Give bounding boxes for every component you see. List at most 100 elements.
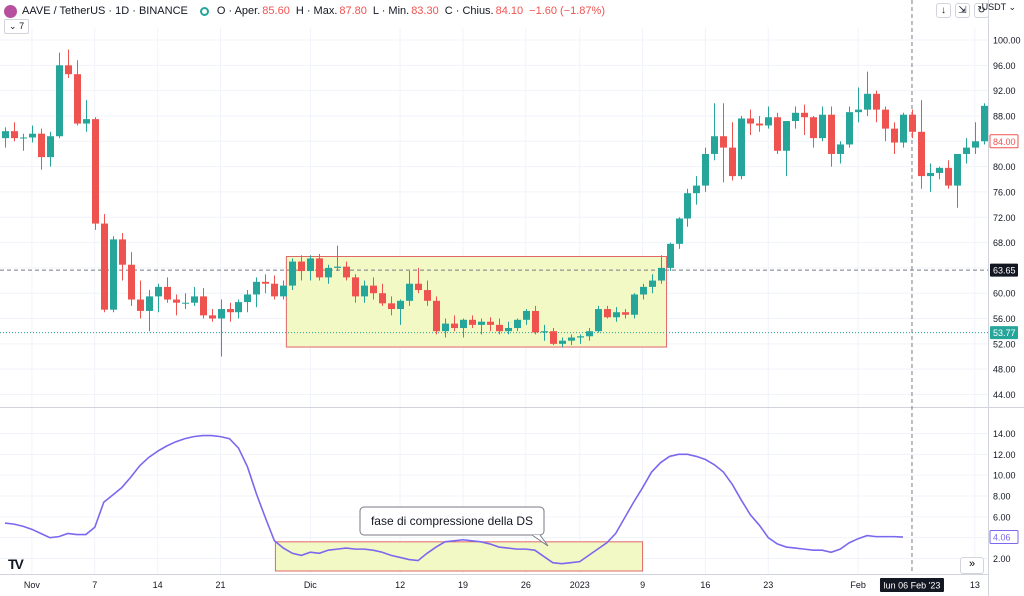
candle[interactable] xyxy=(604,305,611,319)
candle[interactable] xyxy=(586,328,593,341)
candle[interactable] xyxy=(801,104,808,135)
candle[interactable] xyxy=(900,112,907,148)
candle[interactable] xyxy=(298,255,305,281)
candle[interactable] xyxy=(209,309,216,322)
candle[interactable] xyxy=(478,318,485,335)
candle[interactable] xyxy=(954,153,961,208)
candle[interactable] xyxy=(325,264,332,284)
candle[interactable] xyxy=(235,299,242,319)
candle[interactable] xyxy=(253,277,260,308)
candle[interactable] xyxy=(137,280,144,319)
candle[interactable] xyxy=(2,127,9,148)
candle[interactable] xyxy=(343,261,350,281)
candle[interactable] xyxy=(496,318,503,335)
candle[interactable] xyxy=(864,71,871,116)
candle[interactable] xyxy=(828,106,835,167)
candle[interactable] xyxy=(110,236,117,313)
candle[interactable] xyxy=(56,52,63,139)
scroll-to-realtime-button[interactable]: » xyxy=(960,557,984,574)
candle[interactable] xyxy=(469,315,476,329)
candle[interactable] xyxy=(927,163,934,192)
candle[interactable] xyxy=(649,274,656,294)
candle[interactable] xyxy=(334,245,341,272)
candle[interactable] xyxy=(38,128,45,170)
candle[interactable] xyxy=(271,275,278,300)
candle[interactable] xyxy=(262,274,269,294)
candle[interactable] xyxy=(837,141,844,164)
candle[interactable] xyxy=(47,131,54,167)
candle[interactable] xyxy=(568,334,575,346)
candle[interactable] xyxy=(640,283,647,300)
candle[interactable] xyxy=(819,106,826,142)
candle[interactable] xyxy=(676,217,683,249)
candle[interactable] xyxy=(550,328,557,346)
candle[interactable] xyxy=(918,100,925,189)
candle[interactable] xyxy=(83,100,90,132)
candle[interactable] xyxy=(783,121,790,177)
candle[interactable] xyxy=(658,255,665,284)
annotation-callout[interactable]: fase di compressione della DS xyxy=(359,506,549,547)
indicator-line[interactable] xyxy=(4,434,904,565)
candle[interactable] xyxy=(442,318,449,338)
candle[interactable] xyxy=(846,106,853,148)
candle[interactable] xyxy=(747,109,754,135)
candle[interactable] xyxy=(379,283,386,306)
candle[interactable] xyxy=(720,103,727,183)
candle[interactable] xyxy=(756,115,763,132)
candle[interactable] xyxy=(577,334,584,344)
candle[interactable] xyxy=(65,49,72,78)
candle[interactable] xyxy=(173,294,180,316)
candle[interactable] xyxy=(936,166,943,180)
candle[interactable] xyxy=(388,296,395,316)
candle[interactable] xyxy=(182,293,189,310)
candle[interactable] xyxy=(289,258,296,291)
candle[interactable] xyxy=(128,252,135,306)
candle[interactable] xyxy=(227,302,234,322)
candle[interactable] xyxy=(891,122,898,154)
candle[interactable] xyxy=(119,233,126,281)
candle[interactable] xyxy=(711,103,718,161)
candle[interactable] xyxy=(361,280,368,303)
candle[interactable] xyxy=(218,299,225,357)
currency-selector[interactable]: USDT ⌄ xyxy=(982,2,1016,13)
candle[interactable] xyxy=(451,315,458,332)
candle[interactable] xyxy=(29,125,36,143)
candle[interactable] xyxy=(433,296,440,335)
collapse-button[interactable]: ⇲ xyxy=(955,3,970,18)
candle[interactable] xyxy=(684,188,691,227)
candle[interactable] xyxy=(352,274,359,303)
indicators-toggle[interactable]: ⌄ 7 xyxy=(4,19,30,34)
candle[interactable] xyxy=(505,321,512,335)
candle[interactable] xyxy=(810,115,817,148)
candle[interactable] xyxy=(146,290,153,332)
candle[interactable] xyxy=(622,309,629,319)
candle[interactable] xyxy=(765,106,772,129)
candle[interactable] xyxy=(424,280,431,306)
candle[interactable] xyxy=(972,122,979,154)
candle[interactable] xyxy=(532,305,539,335)
candle[interactable] xyxy=(191,286,198,306)
candle[interactable] xyxy=(280,280,287,300)
candle[interactable] xyxy=(397,299,404,325)
candle[interactable] xyxy=(729,122,736,181)
candle[interactable] xyxy=(855,87,862,123)
candle[interactable] xyxy=(631,293,638,319)
candle[interactable] xyxy=(541,324,548,341)
compression-box-indicator[interactable] xyxy=(274,541,644,572)
candle[interactable] xyxy=(101,214,108,313)
symbol-title[interactable]: AAVE / TetherUS · 1D · BINANCE xyxy=(22,5,188,17)
candle[interactable] xyxy=(514,318,521,332)
candle[interactable] xyxy=(370,277,377,300)
candle[interactable] xyxy=(774,112,781,154)
candle[interactable] xyxy=(792,106,799,129)
candle[interactable] xyxy=(963,138,970,164)
candle[interactable] xyxy=(92,117,99,230)
candle[interactable] xyxy=(155,283,162,313)
refresh-button[interactable]: ↻ xyxy=(974,3,989,18)
candle[interactable] xyxy=(74,60,81,126)
candle[interactable] xyxy=(595,305,602,333)
candle[interactable] xyxy=(307,255,314,281)
candle[interactable] xyxy=(164,277,171,303)
candle[interactable] xyxy=(244,290,251,313)
candle[interactable] xyxy=(693,176,700,205)
